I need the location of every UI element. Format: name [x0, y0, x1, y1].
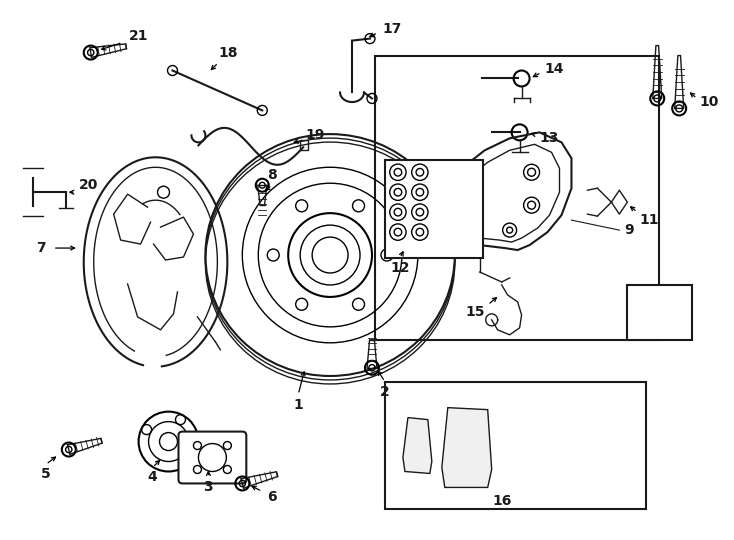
Bar [300, 140, 308, 150]
Text: 12: 12 [390, 261, 410, 275]
Text: 19: 19 [305, 129, 325, 143]
Polygon shape [403, 417, 432, 474]
Polygon shape [442, 408, 492, 488]
Text: 15: 15 [465, 305, 484, 319]
FancyBboxPatch shape [178, 431, 247, 483]
Text: 8: 8 [267, 168, 277, 182]
Text: 16: 16 [492, 495, 512, 508]
Text: 7: 7 [36, 241, 46, 255]
Text: 14: 14 [545, 62, 564, 76]
Text: 1: 1 [294, 397, 303, 411]
Bar [628, 285, 692, 340]
Text: 9: 9 [625, 223, 634, 237]
Bar [375, 56, 659, 340]
Text: 10: 10 [700, 96, 719, 110]
Bar [385, 160, 483, 258]
Text: 2: 2 [380, 384, 390, 399]
Text: 3: 3 [203, 481, 213, 495]
Text: 20: 20 [79, 178, 98, 192]
Text: 5: 5 [41, 468, 51, 482]
Text: 4: 4 [148, 470, 157, 484]
Text: 18: 18 [219, 45, 238, 59]
Text: 13: 13 [539, 131, 559, 145]
Text: 11: 11 [639, 213, 659, 227]
Text: 21: 21 [129, 29, 148, 43]
Text: 17: 17 [382, 22, 401, 36]
Bar [385, 382, 646, 509]
Text: 6: 6 [267, 490, 277, 504]
